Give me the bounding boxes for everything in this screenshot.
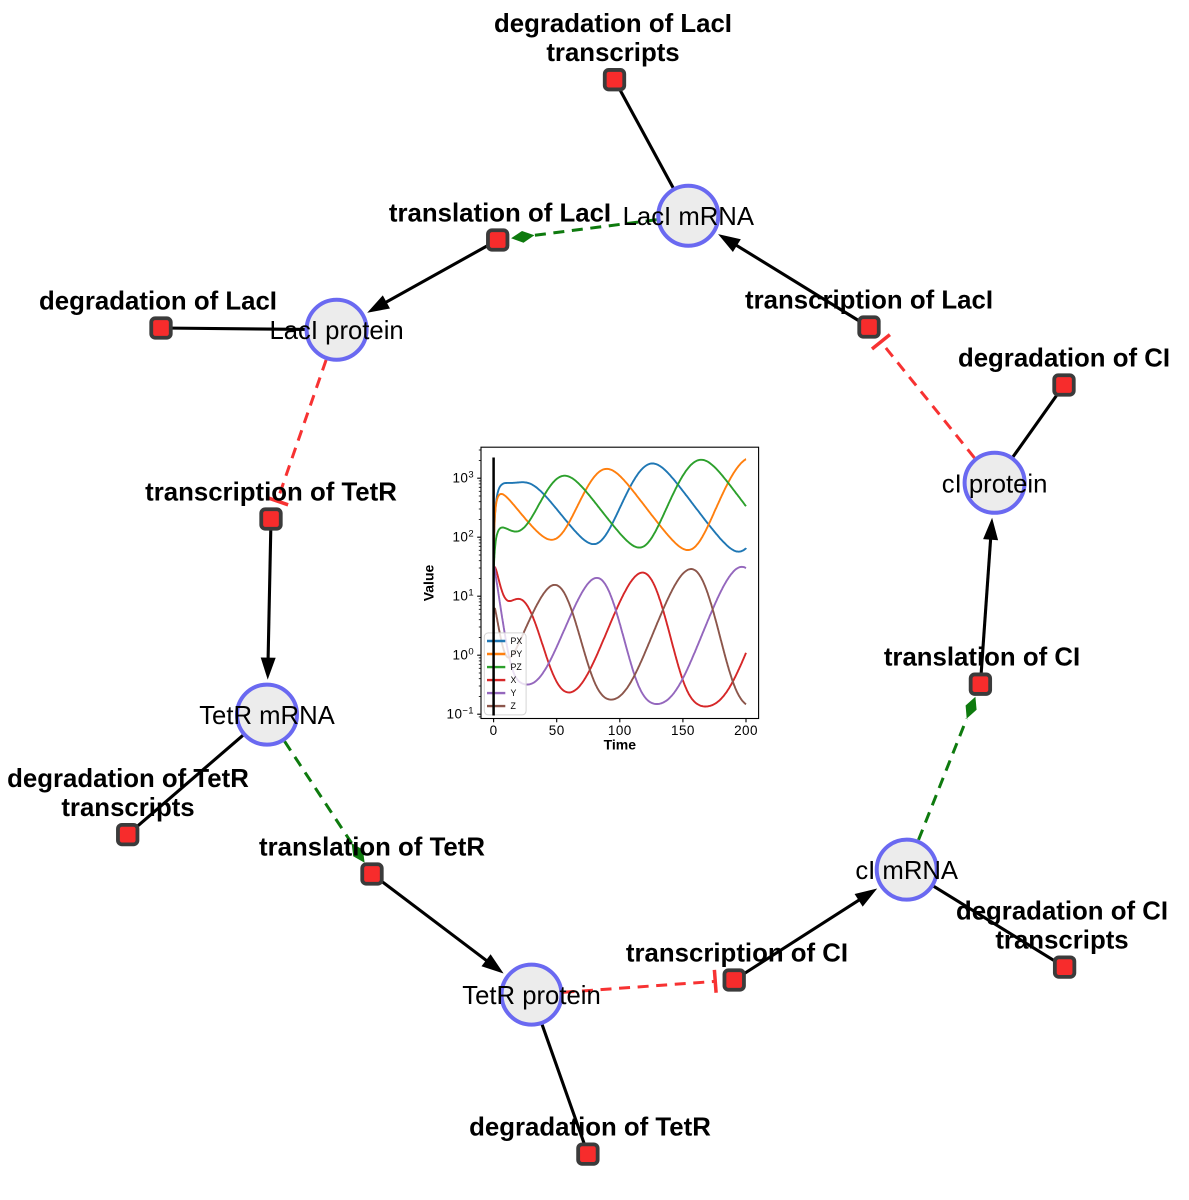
svg-text:degradation of LacI: degradation of LacI: [494, 10, 732, 38]
svg-text:Value: Value: [421, 565, 437, 602]
svg-text:transcription of TetR: transcription of TetR: [145, 479, 397, 507]
svg-text:transcripts: transcripts: [61, 794, 194, 822]
svg-text:PX: PX: [511, 636, 523, 646]
svg-text:transcripts: transcripts: [546, 39, 679, 67]
svg-text:cI mRNA: cI mRNA: [855, 857, 959, 885]
svg-text:TetR protein: TetR protein: [462, 982, 601, 1010]
svg-text:LacI protein: LacI protein: [269, 317, 403, 345]
svg-text:transcription of LacI: transcription of LacI: [745, 287, 993, 315]
svg-text:PZ: PZ: [511, 662, 523, 672]
svg-text:200: 200: [734, 723, 758, 738]
svg-text:degradation of CI: degradation of CI: [956, 898, 1168, 926]
svg-text:50: 50: [549, 723, 565, 738]
svg-text:100: 100: [608, 723, 632, 738]
svg-text:translation of CI: translation of CI: [884, 644, 1080, 672]
svg-text:translation of TetR: translation of TetR: [259, 834, 485, 862]
svg-text:X: X: [511, 675, 517, 685]
svg-text:transcripts: transcripts: [995, 927, 1128, 955]
svg-text:PY: PY: [511, 649, 523, 659]
svg-text:translation of LacI: translation of LacI: [389, 200, 611, 228]
svg-text:Z: Z: [511, 701, 517, 711]
svg-text:degradation of TetR: degradation of TetR: [7, 765, 249, 793]
svg-text:Time: Time: [604, 737, 637, 753]
svg-text:150: 150: [671, 723, 695, 738]
svg-text:degradation of LacI: degradation of LacI: [39, 288, 277, 316]
svg-text:degradation of TetR: degradation of TetR: [469, 1114, 711, 1142]
svg-text:degradation of CI: degradation of CI: [958, 345, 1170, 373]
svg-text:LacI mRNA: LacI mRNA: [623, 203, 755, 231]
svg-text:TetR mRNA: TetR mRNA: [199, 702, 335, 730]
svg-text:cI protein: cI protein: [942, 470, 1048, 498]
svg-text:0: 0: [490, 723, 498, 738]
svg-text:Y: Y: [511, 688, 517, 698]
svg-text:transcription of CI: transcription of CI: [626, 940, 848, 968]
